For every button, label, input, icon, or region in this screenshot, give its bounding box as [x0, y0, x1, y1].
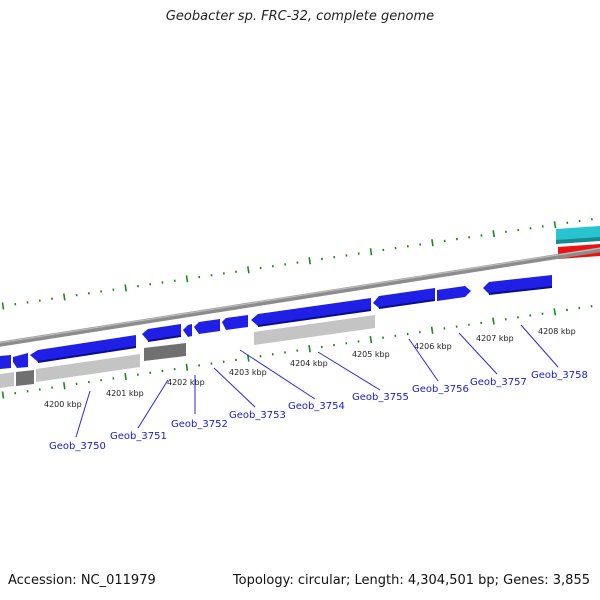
- major-tick: [553, 221, 557, 229]
- accession-text: Accession: NC_011979: [8, 573, 156, 588]
- gene-arrow[interactable]: [251, 298, 371, 326]
- dark-feature[interactable]: [16, 370, 34, 386]
- dark-feature[interactable]: [144, 343, 186, 361]
- gene-arrow[interactable]: [437, 286, 471, 301]
- gene-arrow[interactable]: [13, 353, 28, 368]
- major-tick: [63, 382, 66, 390]
- major-tick: [369, 248, 373, 256]
- kbp-labels: 4200 kbp 4201 kbp 4202 kbp 4203 kbp 4204…: [44, 327, 576, 409]
- major-tick: [124, 284, 127, 292]
- leader-line: [239, 349, 316, 400]
- light-feature[interactable]: [36, 354, 140, 382]
- major-tick: [124, 372, 127, 381]
- major-tick: [185, 275, 189, 283]
- major-tick: [492, 317, 495, 325]
- cyan-feature-shadow: [556, 237, 600, 244]
- upper-scale-ticks: [1, 217, 593, 310]
- gene-label[interactable]: Geob_3754: [288, 401, 345, 412]
- gene-label[interactable]: Geob_3758: [531, 370, 588, 381]
- gene-labels: Geob_3750 Geob_3751 Geob_3752 Geob_3753 …: [49, 370, 588, 452]
- major-tick: [431, 239, 434, 247]
- gene-leader-lines: [75, 324, 559, 438]
- major-tick: [1, 302, 5, 310]
- gene-label[interactable]: Geob_3757: [470, 377, 527, 388]
- light-feature[interactable]: [254, 315, 375, 345]
- grey-features: [0, 315, 375, 388]
- kbp-label: 4206 kbp: [414, 342, 452, 351]
- major-tick: [247, 266, 250, 274]
- major-tick: [308, 345, 311, 353]
- light-feature[interactable]: [0, 372, 14, 388]
- leader-line: [458, 332, 498, 375]
- leader-line: [408, 338, 439, 382]
- major-tick: [185, 363, 189, 371]
- kbp-label: 4201 kbp: [106, 389, 144, 398]
- leader-line: [75, 390, 91, 438]
- major-tick: [246, 354, 250, 362]
- genome-title: Geobacter sp. FRC-32, complete genome: [165, 9, 435, 24]
- leader-line: [520, 324, 559, 368]
- major-tick: [369, 335, 373, 344]
- gene-arrow-shading: [38, 286, 552, 363]
- gene-label[interactable]: Geob_3750: [49, 441, 106, 452]
- leader-line: [317, 351, 381, 391]
- major-tick: [492, 230, 495, 238]
- major-tick: [63, 293, 66, 301]
- leader-line: [213, 367, 256, 408]
- major-tick: [308, 257, 311, 265]
- genome-backbone-highlight: [0, 247, 600, 344]
- kbp-label: 4208 kbp: [538, 327, 576, 336]
- major-tick: [430, 326, 434, 334]
- gene-arrow[interactable]: [222, 315, 248, 330]
- kbp-label: 4205 kbp: [352, 350, 390, 359]
- gene-arrow[interactable]: [483, 275, 552, 294]
- gene-label[interactable]: Geob_3753: [229, 410, 286, 421]
- kbp-label: 4204 kbp: [290, 359, 328, 368]
- gene-label[interactable]: Geob_3752: [171, 419, 228, 430]
- leader-line: [137, 379, 169, 429]
- genome-summary-text: Topology: circular; Length: 4,304,501 bp…: [232, 573, 590, 588]
- major-tick: [1, 391, 5, 399]
- kbp-label: 4202 kbp: [167, 378, 205, 387]
- lower-scale-ticks: [1, 305, 593, 399]
- major-tick: [553, 308, 557, 316]
- kbp-label: 4200 kbp: [44, 400, 82, 409]
- kbp-label: 4203 kbp: [229, 368, 267, 377]
- gene-arrow[interactable]: [0, 355, 11, 369]
- gene-label[interactable]: Geob_3751: [110, 431, 167, 442]
- gene-arrow[interactable]: [373, 288, 435, 308]
- gene-arrow[interactable]: [183, 324, 192, 337]
- gene-label[interactable]: Geob_3756: [412, 384, 469, 395]
- gene-arrow[interactable]: [194, 319, 220, 334]
- genome-backbone: [0, 247, 600, 347]
- kbp-label: 4207 kbp: [476, 334, 514, 343]
- gene-arrows: [0, 275, 552, 369]
- gene-arrow[interactable]: [30, 335, 136, 362]
- gene-label[interactable]: Geob_3755: [352, 392, 409, 403]
